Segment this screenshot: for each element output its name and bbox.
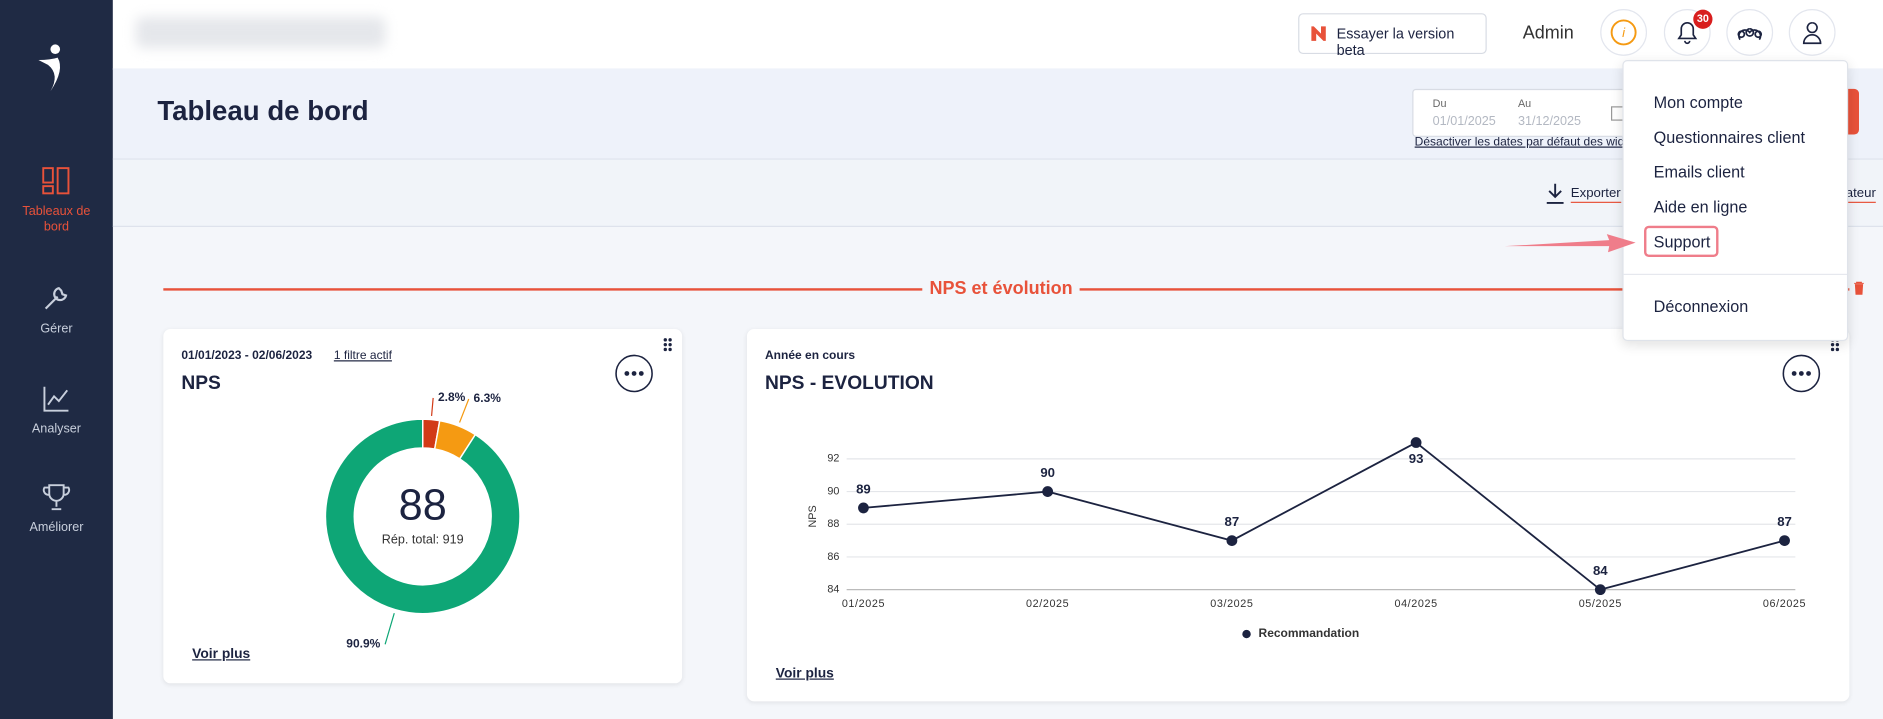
nav-item[interactable]: Améliorer — [29, 519, 84, 535]
y-tick-label: 92 — [827, 453, 839, 465]
page-title: Tableau de bord — [157, 94, 369, 127]
y-tick-label: 88 — [827, 518, 839, 530]
x-tick-label: 02/2025 — [1026, 598, 1069, 610]
bell-icon — [1677, 21, 1698, 45]
manage-icon[interactable] — [42, 283, 71, 312]
widget-title: NPS - EVOLUTION — [764, 373, 934, 394]
data-point — [858, 502, 869, 514]
data-label: 84 — [1593, 563, 1608, 578]
beta-icon — [1311, 26, 1326, 41]
y-axis-label: NPS — [807, 505, 819, 527]
menu-item[interactable]: Aide en ligne — [1653, 198, 1748, 217]
export-button[interactable]: Exporter — [1570, 186, 1621, 203]
x-tick-label: 01/2025 — [842, 598, 885, 610]
menu-item[interactable]: Emails client — [1653, 163, 1745, 182]
data-point — [1779, 535, 1790, 547]
menu-item[interactable]: Questionnaires client — [1653, 128, 1806, 147]
toolbar-button[interactable]: ateur — [1845, 186, 1876, 203]
improve-icon[interactable] — [42, 483, 71, 512]
date-label: Du — [1432, 97, 1447, 110]
section-title: NPS et évolution — [922, 278, 1080, 300]
data-label: 87 — [1225, 514, 1240, 529]
menu-item[interactable]: Mon compte — [1653, 93, 1743, 112]
profile-icon — [1802, 21, 1822, 45]
annotation-arrow — [1504, 234, 1636, 253]
data-point — [1410, 437, 1422, 448]
leader-line — [384, 612, 395, 645]
x-tick-label: 04/2025 — [1394, 598, 1437, 610]
dashboard-icon[interactable] — [42, 167, 71, 196]
delete-icon[interactable] — [1853, 281, 1865, 295]
team-icon — [1737, 27, 1762, 41]
beta-label: Essayer la version beta — [1336, 25, 1455, 59]
data-point — [1042, 486, 1054, 497]
widget-period: Année en cours — [764, 349, 856, 363]
data-point — [1226, 535, 1238, 547]
line-chart: 84 86 88 90 92 NPS 01/2025 02/2025 03/2025 04/202… — [807, 437, 1806, 640]
nav-item[interactable]: Gérer — [40, 321, 73, 337]
toolbar — [112, 159, 1883, 227]
filter-link[interactable]: 1 filtre actif — [333, 349, 392, 363]
widget-period: 01/01/2023 - 02/06/2023 — [181, 349, 313, 363]
data-point — [1594, 584, 1606, 596]
drag-handle[interactable] — [663, 337, 673, 354]
nav-item[interactable]: Analyser — [31, 421, 81, 436]
menu-separator — [1623, 273, 1847, 276]
info-icon — [1610, 19, 1637, 46]
y-tick-label: 84 — [827, 584, 839, 596]
x-tick-label: 03/2025 — [1210, 598, 1253, 610]
see-more-link[interactable]: Voir plus — [775, 666, 834, 681]
y-tick-label: 90 — [827, 485, 839, 497]
user-menu: Mon compte Questionnaires client Emails … — [1622, 60, 1849, 342]
menu-item[interactable]: Support — [1653, 232, 1711, 251]
info-glyph: i — [1622, 25, 1626, 40]
data-label: 93 — [1409, 451, 1424, 466]
pie-chart: 2.8% 6.3% 90.9% 88 Rép. total: 919 — [324, 390, 521, 650]
disable-dates-link[interactable]: Désactiver les dates par défaut des widg — [1414, 135, 1631, 149]
center-value: 88 — [399, 481, 447, 529]
highlight-box — [1644, 225, 1719, 257]
nps-widget: 01/01/2023 - 02/06/2023 1 filtre actif N… — [163, 329, 683, 684]
x-tick-label: 05/2025 — [1579, 598, 1622, 610]
analyse-icon[interactable] — [42, 384, 71, 413]
series-line — [863, 441, 1785, 591]
blurred-account — [135, 16, 386, 49]
leader-line — [458, 398, 470, 423]
info-button[interactable] — [1600, 9, 1648, 56]
legend-marker — [1242, 629, 1251, 639]
widget-menu-button[interactable] — [1782, 354, 1821, 393]
menu-item[interactable]: Déconnexion — [1653, 297, 1749, 316]
date-range[interactable]: Du 01/01/2025 Au 31/12/2025 — [1412, 88, 1655, 137]
data-label: 89 — [856, 481, 871, 496]
widget-menu-button[interactable] — [615, 354, 653, 393]
badge — [1693, 9, 1713, 29]
evolution-widget: Année en cours NPS - EVOLUTION 84 86 88 90 9… — [746, 329, 1850, 702]
slice-label: 90.9% — [346, 636, 380, 650]
slice-label: 2.8% — [438, 390, 466, 404]
sidebar: Tableaux de bord Gérer Analyser Améliore… — [0, 0, 113, 719]
date-label: Au — [1517, 97, 1532, 110]
user-name[interactable]: Admin — [1522, 22, 1574, 44]
logo[interactable] — [34, 43, 70, 93]
widget-title: NPS — [181, 373, 221, 394]
data-label: 87 — [1777, 514, 1792, 529]
data-label: 90 — [1040, 465, 1055, 480]
export-icon — [1546, 183, 1564, 204]
top-icons: i 30 — [1600, 9, 1836, 56]
badge-count: 30 — [1697, 13, 1709, 25]
legend-label: Recommandation — [1259, 626, 1360, 640]
slice-label: 6.3% — [474, 391, 502, 405]
date-value: 31/12/2025 — [1517, 114, 1582, 129]
leader-line — [430, 397, 434, 416]
pie-slice — [324, 418, 521, 615]
center-label: Rép. total: 919 — [382, 533, 464, 547]
y-tick-label: 86 — [827, 551, 839, 563]
beta-button[interactable]: Essayer la version beta — [1298, 13, 1487, 59]
x-tick-label: 06/2025 — [1763, 598, 1806, 610]
date-value: 01/01/2025 — [1432, 114, 1496, 129]
see-more-link[interactable]: Voir plus — [192, 647, 251, 662]
nav-item[interactable]: Tableaux de bord — [22, 204, 91, 235]
